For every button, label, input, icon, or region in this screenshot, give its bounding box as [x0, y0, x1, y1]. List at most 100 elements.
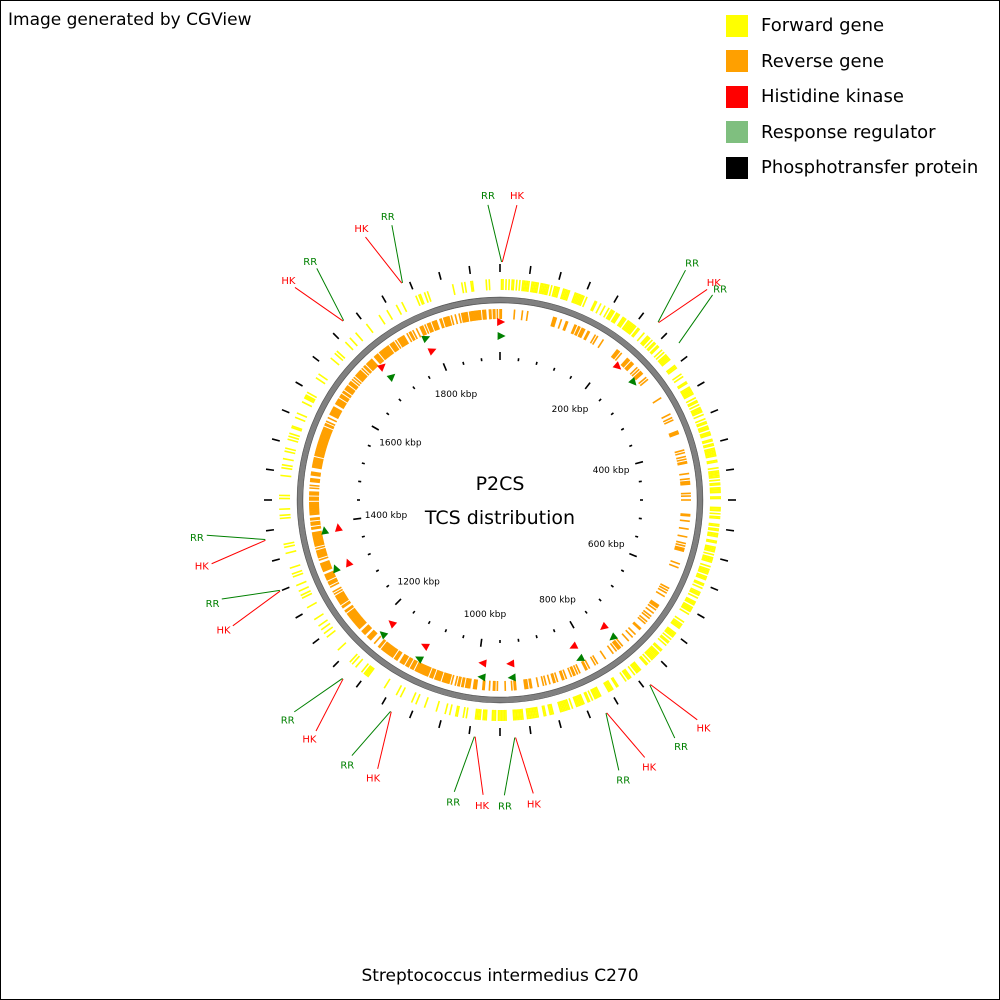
reverse-gene-mark [369, 359, 378, 368]
forward-gene-mark [706, 534, 719, 538]
reverse-gene-mark [426, 323, 432, 333]
reverse-gene-mark [313, 540, 324, 545]
reverse-gene-mark [463, 312, 467, 323]
forward-gene-mark [291, 426, 302, 432]
forward-gene-mark [698, 428, 710, 434]
hk-annotation-line [501, 205, 518, 263]
forward-gene-mark [630, 663, 640, 673]
forward-gene-mark [565, 699, 571, 710]
reverse-gene-mark [631, 368, 640, 377]
forward-gene-mark [611, 312, 620, 324]
forward-gene-mark [699, 562, 711, 568]
forward-gene-mark [513, 709, 517, 721]
phosphotransfer-mark [355, 680, 362, 688]
forward-gene-mark [690, 407, 702, 414]
hk-annotation-label: HK [475, 801, 490, 812]
phosphotransfer-mark [613, 295, 619, 303]
reverse-gene-mark [625, 362, 634, 371]
reverse-gene-mark [367, 630, 376, 639]
reverse-gene-mark [330, 409, 341, 416]
reverse-gene-mark [552, 317, 558, 328]
forward-gene-mark [285, 447, 297, 452]
forward-gene-mark [476, 708, 479, 720]
forward-gene-mark [704, 448, 716, 453]
reverse-gene-mark [335, 401, 345, 409]
forward-gene-mark [703, 447, 715, 452]
forward-gene-mark [610, 312, 618, 323]
forward-gene-mark [606, 309, 614, 321]
reverse-gene-mark [310, 521, 321, 525]
hk-annotation-line [606, 712, 646, 758]
rr-annotation-label: RR [190, 533, 204, 544]
forward-gene-mark [330, 357, 340, 366]
hk-marker [388, 620, 398, 629]
reverse-gene-mark [332, 586, 342, 593]
hk-annotation-line [211, 539, 266, 565]
reverse-gene-mark [444, 316, 449, 327]
hk-annotation-line [377, 711, 392, 769]
phosphotransfer-mark [725, 528, 735, 532]
reverse-gene-mark [332, 407, 342, 414]
forward-gene-mark [683, 392, 695, 400]
legend-item-response-regulator: Response regulator [726, 115, 978, 151]
reverse-gene-mark [466, 311, 470, 322]
reverse-gene-mark [446, 673, 451, 684]
rr-annotation-line [351, 711, 391, 756]
forward-gene-mark [708, 524, 720, 527]
forward-gene-mark [617, 317, 626, 328]
reverse-gene-mark [578, 327, 585, 338]
reverse-gene-mark [313, 539, 324, 544]
forward-gene-mark [281, 463, 293, 468]
forward-gene-mark [301, 401, 313, 408]
phosphotransfer-mark [680, 355, 688, 362]
forward-gene-mark [700, 433, 712, 439]
reverse-gene-mark [404, 656, 412, 667]
tick-label: 400 kbp [593, 466, 630, 476]
rr-marker [321, 526, 330, 535]
forward-gene-mark [702, 554, 714, 559]
reverse-gene-mark [311, 466, 322, 470]
reverse-gene-mark [634, 372, 644, 381]
forward-gene-mark [681, 604, 692, 612]
reverse-gene-mark [546, 674, 551, 685]
reverse-gene-mark [348, 381, 358, 390]
rr-annotation-line [221, 589, 280, 600]
forward-gene-mark [642, 653, 651, 663]
reverse-gene-mark [466, 678, 470, 689]
reverse-gene-mark [309, 487, 320, 490]
forward-gene-mark [526, 280, 531, 292]
reverse-gene-mark [473, 310, 477, 321]
forward-gene-mark [702, 555, 714, 561]
reverse-gene-mark [528, 678, 532, 689]
forward-gene-mark [354, 332, 364, 342]
forward-gene-mark [306, 601, 318, 609]
forward-gene-mark [685, 396, 697, 404]
tcs-markers [321, 317, 637, 682]
reverse-gene-mark [316, 551, 327, 556]
forward-gene-mark [666, 365, 677, 374]
reverse-gene-mark [577, 327, 584, 338]
forward-gene-mark [626, 323, 635, 334]
reverse-gene-mark [311, 464, 323, 469]
forward-gene-mark [657, 353, 667, 363]
forward-gene-mark [282, 457, 294, 462]
forward-gene-mark [415, 693, 421, 705]
reverse-gene-mark [513, 309, 516, 320]
reverse-gene-mark [469, 311, 474, 322]
reverse-gene-mark [329, 582, 340, 589]
reverse-gene-mark [625, 629, 634, 638]
reverse-gene-mark [677, 534, 688, 538]
reverse-gene-mark [661, 413, 671, 420]
forward-gene-mark [474, 708, 478, 720]
forward-gene-mark [682, 601, 694, 609]
forward-gene-mark [531, 707, 535, 719]
forward-gene-mark [423, 697, 429, 708]
reverse-gene-mark [394, 339, 402, 349]
forward-gene-mark [632, 328, 641, 338]
forward-gene-mark [623, 668, 632, 679]
hk-marker [569, 641, 579, 649]
reverse-gene-mark [395, 651, 403, 661]
legend-swatch-histidine-kinase [726, 85, 748, 108]
reverse-gene-mark [349, 611, 359, 620]
forward-gene-mark [576, 694, 583, 706]
